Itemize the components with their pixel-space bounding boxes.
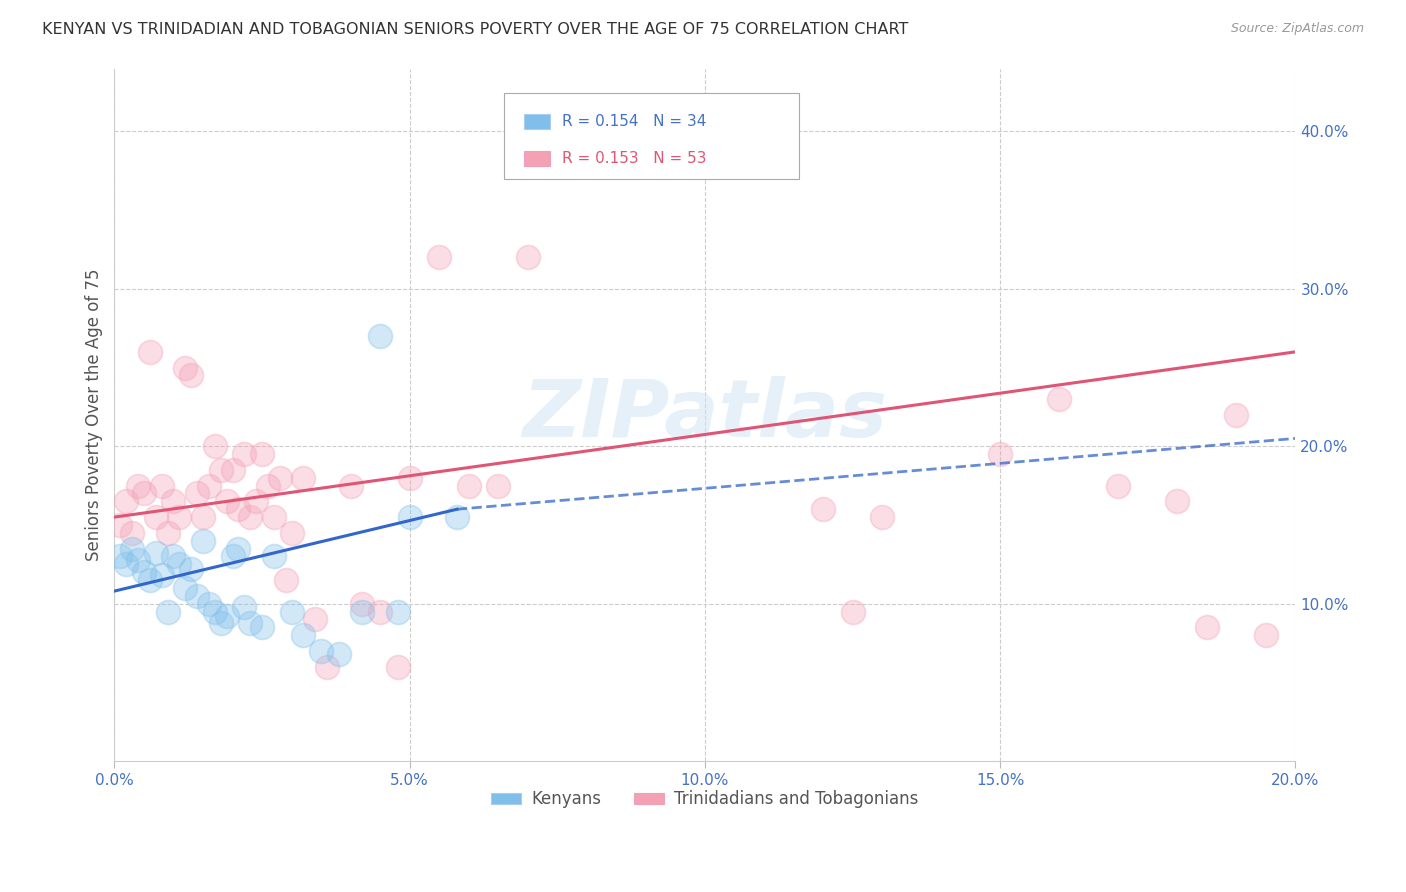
Point — [245, 494, 267, 508]
Point — [280, 605, 302, 619]
Y-axis label: Seniors Poverty Over the Age of 75: Seniors Poverty Over the Age of 75 — [86, 268, 103, 561]
Point — [387, 659, 409, 673]
Text: R = 0.154   N = 34: R = 0.154 N = 34 — [562, 114, 706, 129]
Point — [368, 605, 391, 619]
Text: KENYAN VS TRINIDADIAN AND TOBAGONIAN SENIORS POVERTY OVER THE AGE OF 75 CORRELAT: KENYAN VS TRINIDADIAN AND TOBAGONIAN SEN… — [42, 22, 908, 37]
Point — [398, 510, 420, 524]
Point — [233, 447, 256, 461]
Point — [446, 510, 468, 524]
Point — [169, 510, 191, 524]
Point — [228, 541, 250, 556]
Point — [228, 502, 250, 516]
Point — [180, 368, 202, 383]
Point — [180, 562, 202, 576]
Point — [215, 609, 238, 624]
FancyBboxPatch shape — [524, 151, 550, 166]
Point — [145, 510, 167, 524]
Point — [215, 494, 238, 508]
Point — [387, 605, 409, 619]
Point — [398, 471, 420, 485]
Point — [870, 510, 893, 524]
Point — [186, 486, 208, 500]
Point — [257, 478, 280, 492]
Point — [352, 605, 374, 619]
Text: R = 0.153   N = 53: R = 0.153 N = 53 — [562, 151, 707, 166]
Point — [127, 552, 149, 566]
Point — [1166, 494, 1188, 508]
Point — [1225, 408, 1247, 422]
Point — [239, 615, 262, 630]
Point — [292, 471, 315, 485]
Point — [269, 471, 291, 485]
Point — [191, 533, 214, 548]
Point — [169, 558, 191, 572]
Point — [457, 478, 479, 492]
Text: Source: ZipAtlas.com: Source: ZipAtlas.com — [1230, 22, 1364, 36]
Point — [198, 597, 221, 611]
FancyBboxPatch shape — [524, 114, 550, 129]
Point — [209, 463, 232, 477]
Point — [309, 644, 332, 658]
Point — [127, 478, 149, 492]
Point — [292, 628, 315, 642]
Point — [121, 541, 143, 556]
Point — [304, 612, 326, 626]
Point — [209, 615, 232, 630]
Point — [139, 344, 162, 359]
Point — [280, 525, 302, 540]
Point — [1254, 628, 1277, 642]
Point — [150, 568, 173, 582]
Point — [132, 486, 155, 500]
Point — [263, 510, 285, 524]
Text: ZIPatlas: ZIPatlas — [523, 376, 887, 454]
Legend: Kenyans, Trinidadians and Tobagonians: Kenyans, Trinidadians and Tobagonians — [485, 784, 925, 815]
Point — [204, 439, 226, 453]
Point — [263, 549, 285, 564]
Point — [328, 647, 350, 661]
Point — [174, 360, 197, 375]
Point — [115, 558, 138, 572]
Point — [221, 549, 243, 564]
Point — [156, 525, 179, 540]
Point — [841, 605, 863, 619]
FancyBboxPatch shape — [505, 93, 800, 179]
Point — [145, 546, 167, 560]
Point — [250, 447, 273, 461]
Point — [811, 502, 834, 516]
Point — [274, 573, 297, 587]
Point — [316, 659, 339, 673]
Point — [752, 156, 775, 170]
Point — [115, 494, 138, 508]
Point — [352, 597, 374, 611]
Point — [121, 525, 143, 540]
Point — [198, 478, 221, 492]
Point — [162, 494, 184, 508]
Point — [174, 581, 197, 595]
Point — [339, 478, 361, 492]
Point — [132, 565, 155, 579]
Point — [1107, 478, 1129, 492]
Point — [1047, 392, 1070, 406]
Point — [162, 549, 184, 564]
Point — [110, 518, 132, 533]
Point — [239, 510, 262, 524]
Point — [186, 589, 208, 603]
Point — [191, 510, 214, 524]
Point — [156, 605, 179, 619]
Point — [150, 478, 173, 492]
Point — [250, 620, 273, 634]
Point — [988, 447, 1011, 461]
Point — [516, 251, 538, 265]
Point — [486, 478, 509, 492]
Point — [110, 549, 132, 564]
Point — [139, 573, 162, 587]
Point — [368, 329, 391, 343]
Point — [221, 463, 243, 477]
Point — [204, 605, 226, 619]
Point — [233, 599, 256, 614]
Point — [427, 251, 450, 265]
Point — [1195, 620, 1218, 634]
